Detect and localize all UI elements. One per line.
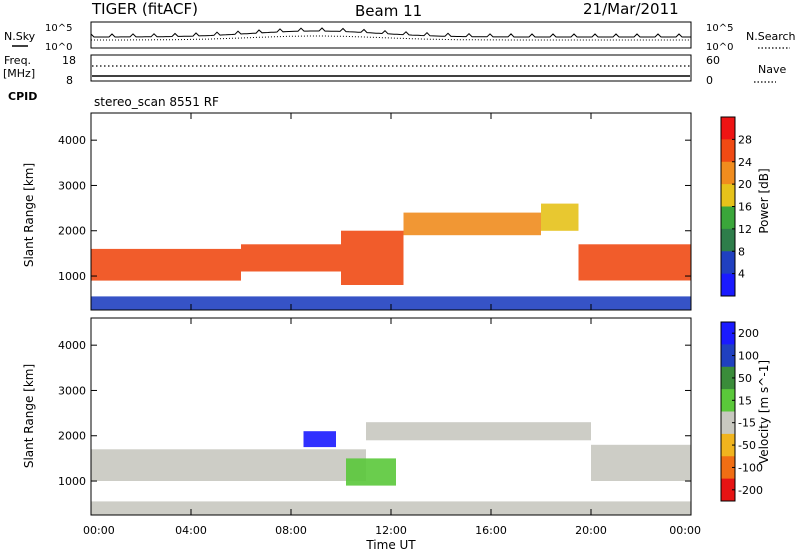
x-tick-label: 04:00 <box>175 524 207 537</box>
colorbar-swatch <box>721 206 735 230</box>
y-tick-label: 3000 <box>58 384 86 397</box>
colorbar-swatch <box>721 251 735 275</box>
colorbar-tick-label: 12 <box>738 223 752 236</box>
nsearch-tick-bottom: 10^0 <box>706 42 733 53</box>
colorbar-tick-label: -100 <box>738 461 763 474</box>
colorbar-swatch <box>721 433 735 457</box>
nsearch-tick-top: 10^5 <box>706 23 733 34</box>
y-tick-label: 3000 <box>58 179 86 192</box>
velocity-ylabel: Slant Range [km] <box>22 364 36 468</box>
heat-band-2 <box>341 230 404 285</box>
velocity-colorbar: 200 100 50 15 -15 -50 -100 -200 <box>720 321 763 502</box>
colorbar-tick-label: 15 <box>738 394 752 407</box>
heat-band-5 <box>578 244 691 281</box>
beam-title: Beam 11 <box>355 2 422 20</box>
colorbar-tick-label: 200 <box>738 327 759 340</box>
colorbar-swatch <box>721 161 735 185</box>
y-tick-label: 1000 <box>58 270 86 283</box>
heat-band-3 <box>403 212 541 236</box>
y-tick-label: 4000 <box>58 339 86 352</box>
nsky-panel: N.Sky 10^5 10^0 10^5 10^0 N.Search <box>4 21 796 53</box>
nsky-frame <box>90 21 692 49</box>
nave-tick-top: 60 <box>706 54 720 67</box>
colorbar-swatch <box>721 389 735 412</box>
colorbar-tick-label: -15 <box>738 417 756 430</box>
time-x-axis: 00:00 04:00 08:00 12:00 16:00 20:00 00:00 <box>83 113 701 537</box>
power-ylabel: Slant Range [km] <box>22 163 36 267</box>
colorbar-swatch <box>721 478 735 502</box>
colorbar-swatch <box>721 139 735 163</box>
x-tick-label: 20:00 <box>575 524 607 537</box>
nsky-tick-top: 10^5 <box>45 23 72 34</box>
y-tick-label: 2000 <box>58 225 86 238</box>
power-y-axis: 1000 2000 3000 4000 <box>58 134 691 283</box>
x-tick-label: 16:00 <box>475 524 507 537</box>
heat-band-4 <box>346 458 396 486</box>
velocity-panel: 1000 2000 3000 4000 Slant Range [km] 200 100… <box>22 317 771 516</box>
heat-band-1 <box>241 244 341 272</box>
freq-label-line1: Freq. <box>4 54 31 67</box>
freq-frame <box>90 54 692 82</box>
y-tick-label: 2000 <box>58 430 86 443</box>
heat-band-5 <box>91 501 691 515</box>
heat-band-1 <box>366 422 591 441</box>
nsearch-label: N.Search <box>746 30 796 43</box>
xlabel: Time UT <box>365 538 416 552</box>
y-tick-label: 4000 <box>58 134 86 147</box>
heat-band-0 <box>91 449 366 481</box>
colorbar-frame <box>720 321 736 502</box>
x-tick-label: 12:00 <box>375 524 407 537</box>
colorbar-tick-label: -50 <box>738 439 756 452</box>
date-title: 21/Mar/2011 <box>583 0 679 18</box>
colorbar-swatch <box>721 322 735 345</box>
velocity-cells <box>91 422 691 515</box>
nsky-label: N.Sky <box>4 30 36 43</box>
x-tick-label: 08:00 <box>275 524 307 537</box>
nsearch-trace <box>91 35 691 41</box>
colorbar-swatch <box>721 184 735 207</box>
power-colorbar: 4 8 12 16 20 24 28 <box>720 116 752 297</box>
colorbar-tick-label: 8 <box>738 245 745 258</box>
colorbar-swatch <box>721 117 735 140</box>
colorbar-swatch <box>721 228 735 252</box>
colorbar-swatch <box>721 456 735 480</box>
heat-band-4 <box>541 203 579 231</box>
velocity-colorbar-label: Velocity [m s^-1] <box>757 360 771 464</box>
nsky-trace <box>90 27 691 38</box>
x-tick-label: 00:00 <box>669 524 701 537</box>
velocity-y-axis: 1000 2000 3000 4000 <box>58 339 691 488</box>
freq-tick-bottom: 8 <box>66 74 73 87</box>
colorbar-tick-label: 16 <box>738 201 752 214</box>
power-colorbar-label: Power [dB] <box>757 168 771 233</box>
freq-label-line2: [MHz] <box>3 67 35 80</box>
heat-band-2 <box>591 444 691 481</box>
nave-tick-bottom: 0 <box>706 74 713 87</box>
colorbar-tick-label: -200 <box>738 484 763 497</box>
heat-band-6 <box>91 296 691 310</box>
colorbar-tick-label: 28 <box>738 133 752 146</box>
cpid-label: CPID <box>8 90 37 103</box>
colorbar-swatch <box>721 366 735 390</box>
freq-tick-top: 18 <box>62 54 76 67</box>
cpid-value: stereo_scan 8551 RF <box>94 95 219 109</box>
nsky-tick-bottom: 10^0 <box>45 42 72 53</box>
x-tick-label: 00:00 <box>83 524 115 537</box>
colorbar-tick-label: 50 <box>738 372 752 385</box>
heat-band-0 <box>91 248 241 281</box>
freq-panel: Freq. [MHz] 18 8 60 0 Nave <box>3 54 786 87</box>
colorbar-tick-label: 100 <box>738 350 759 363</box>
heat-band-3 <box>303 431 336 448</box>
colorbar-swatch <box>721 273 735 297</box>
colorbar-tick-label: 4 <box>738 268 745 281</box>
colorbar-tick-label: 20 <box>738 178 752 191</box>
power-cells <box>91 203 691 310</box>
nave-label: Nave <box>758 63 786 76</box>
power-panel: 1000 2000 3000 4000 Slant Range [km] 4 8 12 16… <box>22 112 771 311</box>
colorbar-tick-label: 24 <box>738 156 752 169</box>
station-title: TIGER (fitACF) <box>91 0 198 18</box>
colorbar-swatch <box>721 344 735 368</box>
colorbar-swatch <box>721 411 735 435</box>
y-tick-label: 1000 <box>58 475 86 488</box>
